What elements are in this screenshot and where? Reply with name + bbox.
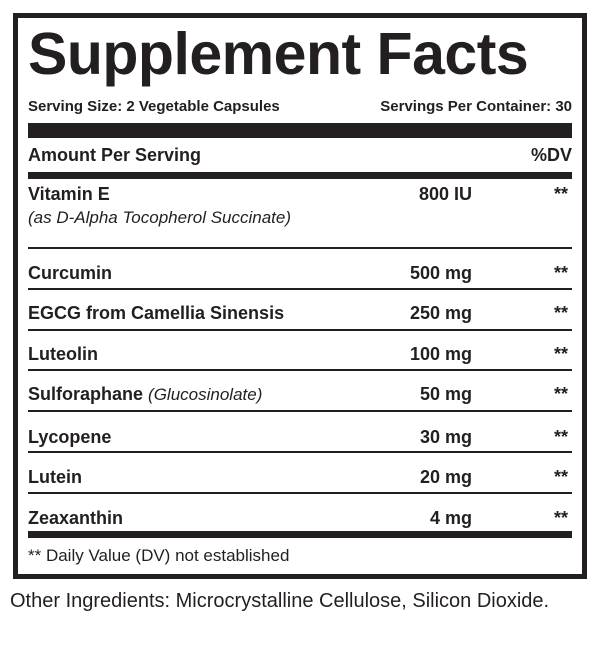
ingredient-name: Luteolin: [28, 344, 98, 365]
amount: 100 mg: [409, 344, 472, 364]
title: Supplement Facts: [28, 21, 529, 87]
row-rule: [28, 329, 572, 331]
daily-value: **: [553, 427, 568, 447]
thick-rule: [28, 123, 572, 138]
ingredient-name: Curcumin: [28, 263, 113, 283]
facts-panel: Supplement Facts Serving Size: 2 Vegetab…: [13, 13, 587, 579]
amount: 20 mg: [419, 467, 472, 487]
amount: 50 mg: [419, 384, 472, 404]
column-header: Amount Per Serving: [28, 145, 202, 165]
ingredient-name: Vitamin E: [28, 184, 110, 204]
ingredient-name: EGCG from Camellia Sinensis: [28, 303, 284, 324]
row-rule: [28, 410, 572, 412]
column-header: %DV: [530, 145, 572, 165]
medium-rule: [28, 531, 572, 538]
ingredient-name: Lycopene: [28, 427, 112, 447]
ingredient-name: Curcumin: [28, 263, 112, 284]
row-rule: [28, 288, 572, 290]
daily-value: **: [553, 303, 568, 323]
other-ingredients: Other Ingredients: Microcrystalline Cell…: [10, 590, 550, 612]
ingredient-name: Sulforaphane (Glucosinolate): [28, 384, 262, 405]
servings-per-container: Servings Per Container: 30: [380, 98, 572, 115]
amount: 500 mg: [409, 263, 472, 283]
row-rule: [28, 492, 572, 494]
ingredient-name: Sulforaphane: [28, 384, 144, 404]
daily-value: **: [553, 384, 568, 404]
amount: 250 mg: [409, 303, 472, 323]
amount: 800 IU: [418, 184, 472, 204]
ingredient-note: (as D-Alpha Tocopherol Succinate): [28, 208, 292, 227]
ingredient-name: Vitamin E: [28, 184, 110, 205]
daily-value: **: [553, 508, 568, 528]
amount: 4 mg: [429, 508, 472, 528]
ingredient-name: Zeaxanthin: [28, 508, 124, 528]
medium-rule: [28, 172, 572, 179]
row-rule: [28, 451, 572, 453]
footnote: ** Daily Value (DV) not established: [28, 546, 290, 565]
daily-value: **: [553, 344, 568, 364]
ingredient-name: Zeaxanthin: [28, 508, 123, 529]
row-rule: [28, 369, 572, 371]
serving-size: Serving Size: 2 Vegetable Capsules: [28, 98, 280, 115]
ingredient-name: Lutein: [28, 467, 82, 487]
daily-value: **: [553, 263, 568, 283]
row-rule: [28, 247, 572, 249]
amount: 30 mg: [419, 427, 472, 447]
ingredient-name: Lutein: [28, 467, 82, 488]
daily-value: **: [553, 184, 568, 204]
ingredient-name: EGCG from Camellia Sinensis: [28, 303, 285, 323]
ingredient-note: (Glucosinolate): [148, 385, 263, 404]
ingredient-name: Luteolin: [28, 344, 98, 364]
daily-value: **: [553, 467, 568, 487]
ingredient-name: Lycopene: [28, 427, 111, 448]
